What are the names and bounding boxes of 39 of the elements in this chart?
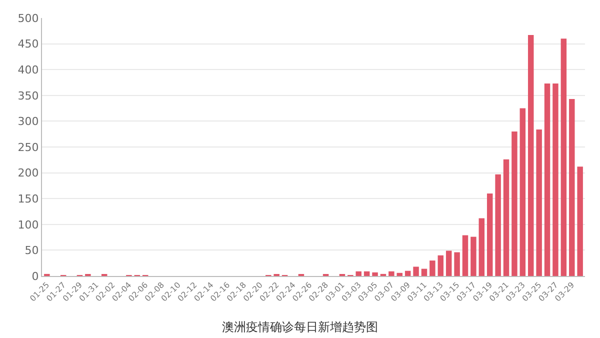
bar — [577, 166, 583, 276]
y-tick-label: 500 — [18, 12, 39, 25]
bar — [404, 270, 411, 276]
bar — [486, 193, 493, 276]
bar — [478, 218, 485, 276]
bar — [413, 266, 419, 276]
bar — [495, 174, 501, 276]
bar — [396, 272, 402, 276]
bar — [470, 236, 476, 276]
bar — [552, 84, 558, 276]
y-tick-label: 0 — [32, 270, 39, 283]
y-tick-label: 150 — [18, 192, 39, 206]
bar — [503, 159, 510, 276]
y-tick-label: 450 — [18, 38, 39, 51]
y-tick-label: 200 — [18, 166, 39, 180]
bar — [544, 84, 550, 276]
y-tick-label: 50 — [24, 244, 39, 258]
y-tick-label: 100 — [18, 218, 39, 232]
y-tick-label: 350 — [18, 89, 39, 102]
bar — [446, 250, 452, 276]
bar — [364, 271, 370, 276]
bar — [462, 235, 468, 276]
bar — [438, 255, 444, 276]
bar — [421, 268, 428, 276]
text: 澳洲疫情确诊每日新增趋势图 — [222, 320, 378, 334]
y-tick-label: 400 — [18, 63, 39, 76]
bar — [560, 38, 567, 276]
bar — [454, 252, 460, 276]
bar — [356, 271, 362, 276]
bar — [528, 35, 534, 276]
bar — [512, 132, 518, 276]
bar — [388, 271, 394, 276]
bar — [536, 129, 542, 276]
bar — [520, 108, 526, 276]
bar — [569, 99, 575, 276]
y-tick-label: 300 — [18, 115, 39, 128]
bar — [372, 272, 378, 276]
bar — [430, 260, 436, 276]
y-tick-label: 250 — [18, 140, 39, 154]
